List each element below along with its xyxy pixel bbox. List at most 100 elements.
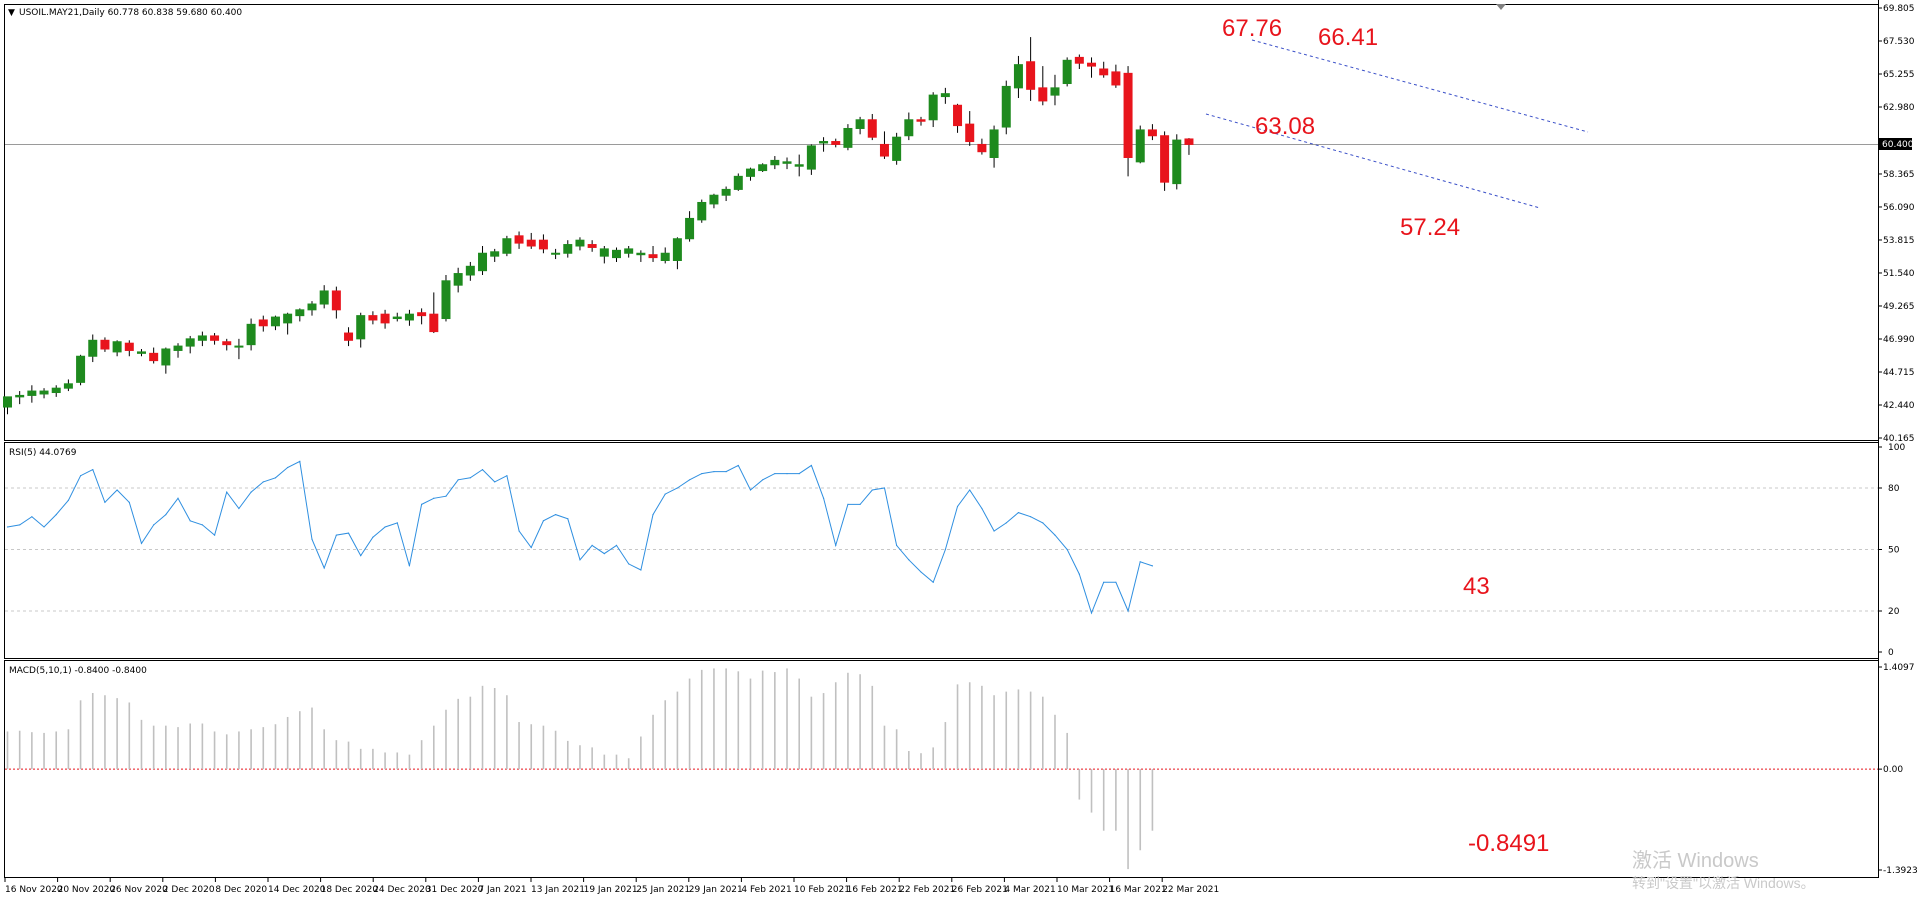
- candle-body[interactable]: [344, 332, 354, 341]
- candle-body[interactable]: [258, 319, 268, 327]
- candle-body[interactable]: [697, 201, 707, 221]
- candle-body[interactable]: [709, 194, 719, 205]
- candle-body[interactable]: [1001, 85, 1011, 128]
- candle-body[interactable]: [1147, 129, 1157, 137]
- candle-body[interactable]: [685, 217, 695, 240]
- candle-body[interactable]: [161, 348, 171, 366]
- candle-body[interactable]: [417, 312, 427, 317]
- candle-body[interactable]: [392, 316, 402, 320]
- candle-body[interactable]: [1111, 71, 1121, 86]
- channel-lower-line[interactable]: [1205, 113, 1541, 209]
- candle-body[interactable]: [758, 164, 768, 172]
- candle-body[interactable]: [794, 164, 804, 167]
- candle-body[interactable]: [210, 335, 220, 341]
- collapse-triangle-icon[interactable]: ▼: [8, 8, 15, 18]
- candle-body[interactable]: [538, 239, 548, 250]
- candle-body[interactable]: [441, 280, 451, 320]
- candle-body[interactable]: [39, 390, 49, 395]
- candle-body[interactable]: [331, 290, 341, 311]
- candle-body[interactable]: [612, 249, 621, 259]
- candle-body[interactable]: [124, 342, 134, 351]
- candle-body[interactable]: [478, 252, 488, 272]
- candle-body[interactable]: [149, 352, 159, 362]
- candle-body[interactable]: [660, 252, 670, 262]
- candle-body[interactable]: [1087, 62, 1097, 67]
- candle-body[interactable]: [173, 345, 183, 351]
- chart-shift-marker-icon[interactable]: [1496, 4, 1506, 10]
- candle-body[interactable]: [307, 303, 317, 311]
- candle-body[interactable]: [197, 335, 207, 341]
- candle-body[interactable]: [3, 396, 12, 408]
- candle-body[interactable]: [490, 251, 500, 257]
- candle-body[interactable]: [234, 345, 244, 348]
- candle-body[interactable]: [429, 313, 439, 333]
- candle-body[interactable]: [63, 383, 73, 389]
- channel-upper-line[interactable]: [1251, 39, 1589, 133]
- candle-body[interactable]: [599, 248, 609, 257]
- candle-body[interactable]: [295, 309, 305, 317]
- candle-body[interactable]: [356, 315, 366, 340]
- candle-body[interactable]: [404, 313, 414, 321]
- candle-body[interactable]: [806, 145, 816, 170]
- candle-body[interactable]: [1038, 87, 1048, 102]
- candle-body[interactable]: [1184, 138, 1194, 145]
- candle-body[interactable]: [563, 244, 573, 254]
- candle-body[interactable]: [843, 127, 853, 148]
- candle-body[interactable]: [782, 161, 792, 164]
- candle-body[interactable]: [733, 175, 743, 190]
- candle-body[interactable]: [27, 390, 37, 396]
- candle-body[interactable]: [1172, 139, 1182, 185]
- candle-body[interactable]: [76, 355, 86, 383]
- candle-body[interactable]: [587, 244, 597, 248]
- candle-body[interactable]: [1160, 135, 1170, 183]
- candle-body[interactable]: [672, 238, 682, 262]
- candle-body[interactable]: [222, 341, 232, 346]
- candle-body[interactable]: [867, 119, 877, 138]
- candle-body[interactable]: [648, 254, 658, 259]
- candle-body[interactable]: [368, 315, 378, 321]
- candle-body[interactable]: [1013, 64, 1023, 89]
- candle-body[interactable]: [636, 252, 646, 256]
- candle-body[interactable]: [916, 119, 926, 122]
- candle-body[interactable]: [136, 351, 146, 354]
- candle-body[interactable]: [831, 141, 841, 145]
- candle-body[interactable]: [526, 239, 536, 247]
- candle-body[interactable]: [953, 104, 963, 127]
- candle-body[interactable]: [989, 129, 999, 158]
- candle-body[interactable]: [819, 141, 829, 144]
- candle-body[interactable]: [1026, 61, 1036, 90]
- candle-body[interactable]: [1099, 68, 1109, 76]
- candle-body[interactable]: [465, 265, 475, 276]
- candle-body[interactable]: [770, 159, 780, 166]
- candle-body[interactable]: [745, 168, 755, 177]
- candle-body[interactable]: [453, 273, 463, 286]
- candle-body[interactable]: [892, 136, 902, 161]
- candle-body[interactable]: [721, 188, 731, 196]
- candle-body[interactable]: [51, 387, 61, 394]
- candle-body[interactable]: [319, 290, 329, 305]
- candle-body[interactable]: [112, 341, 122, 353]
- candle-body[interactable]: [1050, 87, 1060, 96]
- candle-body[interactable]: [965, 123, 975, 143]
- candle-body[interactable]: [940, 93, 950, 98]
- candle-body[interactable]: [270, 316, 280, 327]
- candle-body[interactable]: [502, 238, 512, 254]
- candle-body[interactable]: [100, 339, 110, 350]
- candle-body[interactable]: [977, 143, 987, 153]
- candle-body[interactable]: [575, 239, 585, 247]
- candle-body[interactable]: [551, 252, 561, 255]
- candle-body[interactable]: [1123, 72, 1133, 158]
- candle-body[interactable]: [879, 143, 889, 157]
- candle-body[interactable]: [380, 313, 390, 324]
- candle-body[interactable]: [246, 323, 256, 346]
- candle-body[interactable]: [15, 394, 25, 398]
- candle-body[interactable]: [283, 313, 293, 324]
- candle-body[interactable]: [1074, 56, 1084, 64]
- candle-body[interactable]: [514, 235, 524, 244]
- candle-body[interactable]: [928, 94, 938, 121]
- candle-body[interactable]: [904, 119, 914, 137]
- candle-body[interactable]: [185, 338, 195, 347]
- candle-body[interactable]: [624, 248, 634, 254]
- candle-body[interactable]: [855, 119, 865, 129]
- candle-body[interactable]: [1135, 129, 1145, 163]
